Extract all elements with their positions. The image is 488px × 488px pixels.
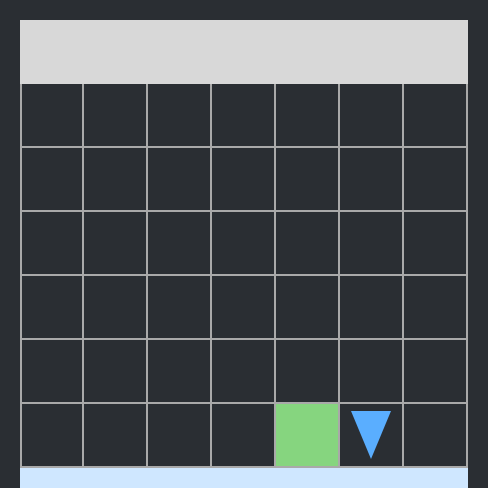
grid-cell[interactable] [404, 84, 468, 148]
grid-cell[interactable] [148, 212, 212, 276]
grid-cell[interactable] [20, 148, 84, 212]
grid-cell[interactable] [84, 148, 148, 212]
grid-cell[interactable] [276, 276, 340, 340]
grid-cell[interactable] [84, 340, 148, 404]
grid-cell[interactable] [84, 84, 148, 148]
grid-cell[interactable] [20, 340, 84, 404]
down-triangle-icon [351, 411, 391, 459]
grid-cell[interactable] [212, 148, 276, 212]
grid-cell[interactable] [340, 404, 404, 468]
top-bar [20, 20, 468, 84]
grid-cell[interactable] [212, 340, 276, 404]
grid-cell[interactable] [212, 276, 276, 340]
grid-cell[interactable] [212, 84, 276, 148]
grid-cell[interactable] [20, 276, 84, 340]
grid-cell[interactable] [276, 148, 340, 212]
grid-cell[interactable] [148, 276, 212, 340]
grid-cell[interactable] [20, 212, 84, 276]
grid-cell[interactable] [404, 148, 468, 212]
grid-cell[interactable] [84, 404, 148, 468]
grid-cell[interactable] [148, 340, 212, 404]
grid-cell[interactable] [404, 212, 468, 276]
grid-cell[interactable] [148, 148, 212, 212]
grid-cell[interactable] [276, 212, 340, 276]
grid-cell[interactable] [340, 276, 404, 340]
grid-cell[interactable] [20, 84, 84, 148]
grid-cell[interactable] [404, 276, 468, 340]
grid-cell[interactable] [276, 340, 340, 404]
grid-cell[interactable] [404, 340, 468, 404]
grid-cell[interactable] [340, 84, 404, 148]
grid-cell[interactable] [148, 404, 212, 468]
grid-cell[interactable] [276, 84, 340, 148]
bottom-bar [20, 468, 468, 488]
grid-cell[interactable] [212, 404, 276, 468]
grid-cell[interactable] [84, 212, 148, 276]
game-board [20, 84, 468, 468]
grid-cell[interactable] [84, 276, 148, 340]
grid-cell[interactable] [404, 404, 468, 468]
grid-cell[interactable] [212, 212, 276, 276]
grid-cell[interactable] [148, 84, 212, 148]
goal-tile[interactable] [276, 404, 340, 468]
grid-cell[interactable] [20, 404, 84, 468]
grid-cell[interactable] [340, 148, 404, 212]
grid-cell[interactable] [340, 340, 404, 404]
grid-cell[interactable] [340, 212, 404, 276]
